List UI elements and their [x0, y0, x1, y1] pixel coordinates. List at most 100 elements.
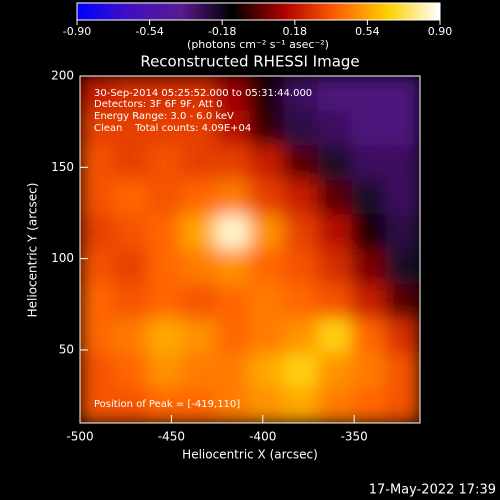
x-tick-label: -350 [341, 430, 368, 444]
image-cell [351, 144, 387, 181]
image-cell [113, 214, 149, 250]
image [80, 76, 420, 423]
image-cell [147, 283, 183, 320]
image-cell [147, 179, 183, 216]
image-cell [215, 249, 251, 285]
y-tick-label: 100 [51, 251, 74, 265]
image-cell [317, 283, 353, 320]
image-cell [351, 110, 387, 146]
image-cell [181, 144, 217, 181]
image-cell [80, 387, 115, 423]
image-cell [249, 283, 285, 320]
image-cell [249, 387, 285, 423]
image-cell [249, 214, 285, 250]
x-axis-label: Heliocentric X (arcsec) [182, 448, 318, 462]
image-cell [80, 249, 115, 285]
image-cell [181, 353, 217, 389]
image-cell [113, 179, 149, 216]
image-cell [385, 387, 420, 423]
image-cell [385, 249, 420, 285]
image-cell [351, 179, 387, 216]
image-cell [249, 179, 285, 216]
image-cell [249, 144, 285, 181]
image-cell [283, 249, 319, 285]
x-tick-label: -500 [66, 430, 93, 444]
image-cell [385, 283, 420, 320]
image-cell [249, 318, 285, 355]
image-cell [215, 318, 251, 355]
image-cell [283, 283, 319, 320]
annotation: Detectors: 3F 6F 9F, Att 0 [94, 99, 222, 110]
image-cell [283, 318, 319, 355]
image-cell [249, 353, 285, 389]
x-tick-label: -450 [158, 430, 185, 444]
image-cell [317, 110, 353, 146]
image-cell [181, 179, 217, 216]
y-tick-label: 150 [51, 160, 74, 174]
y-tick-label: 200 [51, 69, 74, 83]
image-cell [215, 283, 251, 320]
image-cell [351, 283, 387, 320]
image-cell [317, 76, 353, 112]
image-cell [317, 179, 353, 216]
y-axis-label: Heliocentric Y (arcsec) [26, 183, 40, 318]
image-cell [80, 144, 115, 181]
image-cell [80, 179, 115, 216]
image-cell [147, 144, 183, 181]
image-cell [80, 110, 115, 146]
image-cell [317, 353, 353, 389]
image-cell [147, 318, 183, 355]
image-cell [113, 110, 149, 146]
image-cell [147, 110, 183, 146]
image-cell [215, 214, 251, 250]
x-tick-label: -400 [249, 430, 276, 444]
image-cell [215, 76, 251, 112]
image-cell [317, 249, 353, 285]
image-cell [147, 249, 183, 285]
image-cell [215, 387, 251, 423]
image-cell [113, 76, 149, 112]
image-cell [283, 144, 319, 181]
colorbar-tick-label: -0.90 [63, 25, 91, 38]
image-cell [181, 387, 217, 423]
image-cell [385, 318, 420, 355]
image-cell [181, 283, 217, 320]
image-cell [283, 214, 319, 250]
image-cell [385, 214, 420, 250]
colorbar-tick-label: 0.54 [355, 25, 380, 38]
image-cell [385, 76, 420, 112]
image-cell [80, 76, 115, 112]
image-cell [80, 353, 115, 389]
image-cell [351, 76, 387, 112]
annotation: Clean Total counts: 4.09E+04 [94, 123, 251, 134]
image-cell [113, 318, 149, 355]
colorbar-tick-label: 0.90 [428, 25, 453, 38]
image-cell [249, 110, 285, 146]
image-cell [385, 110, 420, 146]
image-cell [147, 353, 183, 389]
image-cell [181, 249, 217, 285]
image-cell [80, 318, 115, 355]
colorbar-tick-label: -0.54 [135, 25, 163, 38]
image-cell [249, 76, 285, 112]
image-cell [351, 249, 387, 285]
image-cell [181, 110, 217, 146]
image-cell [283, 76, 319, 112]
image-cell [385, 179, 420, 216]
chart-title: Reconstructed RHESSI Image [140, 53, 359, 71]
image-cell [215, 144, 251, 181]
image-cell [215, 353, 251, 389]
image-cell [283, 179, 319, 216]
peak-label: Position of Peak = [-419,110] [94, 399, 240, 410]
image-cell [317, 144, 353, 181]
colorbar [76, 2, 441, 21]
image-cell [80, 214, 115, 250]
image-cell [385, 353, 420, 389]
image-cell [147, 387, 183, 423]
annotations: 30-Sep-2014 05:25:52.000 to 05:31:44.000… [94, 88, 312, 410]
annotation: Energy Range: 3.0 - 6.0 keV [94, 111, 234, 122]
image-cell [351, 387, 387, 423]
image-cell [113, 144, 149, 181]
image-cell [283, 387, 319, 423]
